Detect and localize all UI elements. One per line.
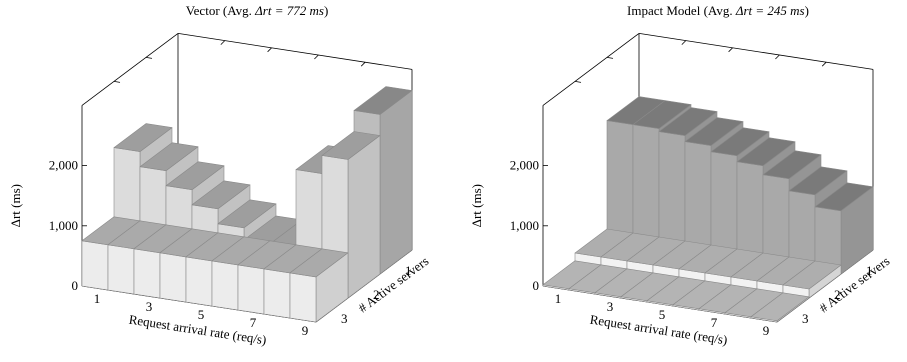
z-tick-label: 2,000	[49, 158, 78, 173]
x-tick-label: 7	[711, 315, 718, 330]
z-tick-label: 1,000	[49, 218, 78, 233]
y-tick-label: 3	[802, 311, 809, 326]
bar	[782, 260, 842, 299]
y-tick-label: 3	[341, 311, 348, 326]
z-axis: 0 1,000 2,000 Δrt (ms)	[469, 158, 548, 293]
chart-panel-impact-model: Impact Model (Avg. Δrt = 245 ms) 0 1,000 2,…	[469, 3, 892, 347]
x-tick-label: 1	[555, 291, 562, 306]
chart-panel-vector: Vector (Avg. Δrt = 772 ms) 0 1,000 2,000 Δrt…	[8, 3, 431, 347]
z-axis: 0 1,000 2,000 Δrt (ms)	[8, 158, 87, 293]
z-axis-label: Δrt (ms)	[8, 184, 23, 227]
chart-title: Vector (Avg. Δrt = 772 ms)	[186, 3, 329, 18]
bars	[81, 86, 413, 323]
chart-title: Impact Model (Avg. Δrt = 245 ms)	[627, 3, 809, 18]
x-tick-label: 3	[607, 299, 614, 314]
z-tick-label: 1,000	[510, 218, 539, 233]
z-tick-label: 0	[72, 278, 79, 293]
bar	[750, 292, 810, 323]
z-tick-label: 2,000	[510, 158, 539, 173]
x-tick-label: 5	[198, 307, 205, 322]
x-tick-label: 1	[94, 291, 101, 306]
y-tick-label: 1	[866, 263, 873, 278]
y-tick-label: 1	[405, 263, 412, 278]
y-tick-label: 2	[373, 287, 380, 302]
y-tick-label: 2	[834, 287, 841, 302]
x-tick-label: 3	[146, 299, 153, 314]
bars	[542, 96, 874, 323]
x-tick-label: 9	[763, 323, 770, 338]
z-axis-label: Δrt (ms)	[469, 184, 484, 227]
bar	[289, 248, 349, 323]
x-tick-label: 5	[659, 307, 666, 322]
z-tick-label: 0	[533, 278, 540, 293]
x-tick-label: 9	[302, 323, 309, 338]
bar	[814, 182, 874, 275]
x-tick-label: 7	[250, 315, 257, 330]
